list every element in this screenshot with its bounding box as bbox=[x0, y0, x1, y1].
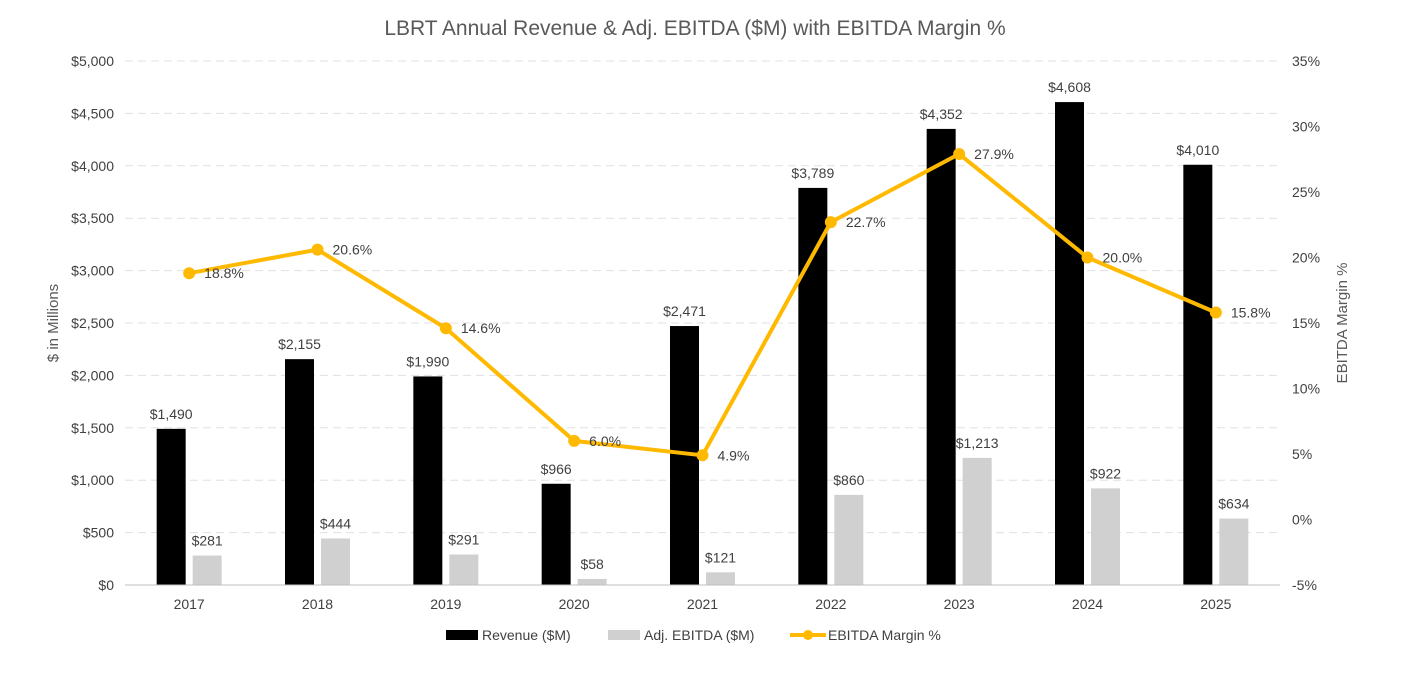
margin-point bbox=[696, 449, 709, 462]
margin-point bbox=[439, 322, 452, 335]
y2-tick-label: 20% bbox=[1292, 250, 1320, 266]
line-data-label: 4.9% bbox=[718, 447, 750, 463]
margin-point bbox=[1209, 306, 1222, 319]
line-data-label: 15.8% bbox=[1231, 305, 1271, 321]
bar-data-label: $2,155 bbox=[278, 336, 321, 352]
bar-revenue bbox=[926, 128, 956, 585]
y2-tick-label: 10% bbox=[1292, 381, 1320, 397]
line-data-label: 20.6% bbox=[333, 242, 373, 258]
bar-revenue bbox=[413, 376, 443, 585]
x-tick-label: 2025 bbox=[1200, 596, 1231, 612]
x-tick-label: 2021 bbox=[687, 596, 718, 612]
bar-revenue bbox=[285, 359, 314, 585]
margin-point bbox=[183, 267, 196, 280]
line-data-label: 20.0% bbox=[1103, 250, 1143, 266]
y2-tick-label: 0% bbox=[1292, 512, 1312, 528]
bar-data-label: $1,213 bbox=[956, 435, 999, 451]
legend-swatch bbox=[446, 630, 478, 640]
legend: Revenue ($M) Adj. EBITDA ($M) EBITDA Margi… bbox=[446, 627, 941, 643]
line-data-label: 27.9% bbox=[974, 146, 1014, 162]
y-tick-label: $5,000 bbox=[71, 53, 114, 69]
bar-data-label: $1,990 bbox=[406, 353, 449, 369]
bar-data-label: $121 bbox=[705, 549, 736, 565]
margin-point bbox=[568, 434, 581, 447]
bar-data-label: $922 bbox=[1090, 465, 1121, 481]
legend-marker bbox=[803, 630, 813, 640]
margin-point bbox=[311, 243, 324, 256]
bar-data-label: $966 bbox=[541, 461, 572, 477]
bar-ebitda bbox=[706, 572, 735, 585]
bar-data-label: $4,352 bbox=[920, 106, 963, 122]
x-tick-label: 2023 bbox=[944, 596, 975, 612]
y2-tick-label: 25% bbox=[1292, 184, 1320, 200]
y2-tick-label: 30% bbox=[1292, 119, 1320, 135]
margin-point bbox=[953, 148, 966, 161]
y-tick-label: $3,500 bbox=[71, 210, 114, 226]
y2-axis-label: EBITDA Margin % bbox=[1334, 263, 1351, 384]
legend-label: EBITDA Margin % bbox=[828, 627, 941, 643]
line-data-label: 18.8% bbox=[204, 265, 244, 281]
y-tick-label: $500 bbox=[83, 525, 114, 541]
bar-data-label: $291 bbox=[448, 532, 479, 548]
bar-revenue bbox=[1055, 102, 1084, 585]
y2-tick-label: 35% bbox=[1292, 53, 1320, 69]
line-data-label: 6.0% bbox=[589, 433, 621, 449]
x-tick-label: 2020 bbox=[559, 596, 590, 612]
bar-ebitda bbox=[192, 555, 222, 585]
y-tick-label: $1,500 bbox=[71, 420, 114, 436]
line-data-label: 14.6% bbox=[461, 320, 501, 336]
legend-label: Revenue ($M) bbox=[482, 627, 571, 643]
bar-data-label: $3,789 bbox=[791, 165, 834, 181]
bar-data-label: $860 bbox=[833, 472, 864, 488]
y-tick-label: $2,000 bbox=[71, 367, 114, 383]
bar-ebitda bbox=[321, 538, 350, 585]
bar-ebitda bbox=[1091, 488, 1120, 585]
margin-point bbox=[824, 216, 837, 229]
y-tick-label: $4,000 bbox=[71, 158, 114, 174]
x-tick-label: 2022 bbox=[815, 596, 846, 612]
y2-tick-label: 15% bbox=[1292, 315, 1320, 331]
bar-revenue bbox=[1183, 164, 1213, 585]
legend-label: Adj. EBITDA ($M) bbox=[644, 627, 754, 643]
bar-data-label: $4,010 bbox=[1176, 142, 1219, 158]
y2-tick-label: -5% bbox=[1292, 577, 1317, 593]
bar-ebitda bbox=[962, 457, 992, 585]
bar-data-label: $634 bbox=[1218, 496, 1249, 512]
bar-data-label: $4,608 bbox=[1048, 79, 1091, 95]
bar-ebitda bbox=[449, 554, 479, 585]
margin-point bbox=[1081, 251, 1094, 264]
bar-ebitda bbox=[577, 578, 607, 585]
x-tick-label: 2018 bbox=[302, 596, 333, 612]
bar-data-label: $281 bbox=[192, 533, 223, 549]
x-tick-label: 2017 bbox=[174, 596, 205, 612]
bar-data-label: $1,490 bbox=[150, 406, 193, 422]
bar-revenue bbox=[156, 428, 186, 585]
line-data-label: 22.7% bbox=[846, 214, 886, 230]
y2-tick-label: 5% bbox=[1292, 446, 1312, 462]
y-tick-label: $2,500 bbox=[71, 315, 114, 331]
y-tick-label: $0 bbox=[98, 577, 114, 593]
bar-data-label: $2,471 bbox=[663, 303, 706, 319]
chart-title: LBRT Annual Revenue & Adj. EBITDA ($M) w… bbox=[384, 17, 1005, 40]
bar-revenue bbox=[541, 483, 571, 585]
x-tick-label: 2019 bbox=[430, 596, 461, 612]
legend-swatch bbox=[608, 630, 640, 640]
bar-ebitda bbox=[834, 494, 864, 585]
y-axis-label: $ in Millions bbox=[45, 284, 62, 362]
bar-revenue bbox=[798, 187, 828, 586]
bar-data-label: $58 bbox=[580, 556, 604, 572]
bar-data-label: $444 bbox=[320, 515, 351, 531]
x-tick-label: 2024 bbox=[1072, 596, 1103, 612]
y-tick-label: $3,000 bbox=[71, 263, 114, 279]
y-tick-label: $4,500 bbox=[71, 105, 114, 121]
bar-ebitda bbox=[1219, 518, 1249, 585]
y-tick-label: $1,000 bbox=[71, 472, 114, 488]
